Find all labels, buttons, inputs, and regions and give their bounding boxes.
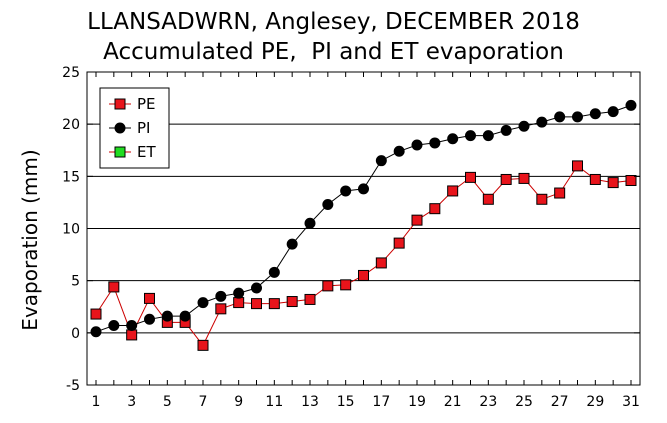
x-tick-label: 27 [551,394,569,410]
point-pi [411,139,423,151]
point-pi [625,99,637,111]
x-tick-label: 3 [127,394,136,410]
point-pe [268,298,280,310]
point-pe [465,171,476,183]
point-pi [322,199,334,211]
point-pi [179,310,191,322]
point-pi [607,106,619,118]
x-tick-label: 21 [444,394,462,410]
point-pi [536,116,548,128]
y-tick-label: 10 [62,222,80,238]
x-tick-label: 9 [234,394,243,410]
point-pi [144,313,155,325]
y-axis-label: Evaporation (mm) [18,149,42,330]
x-tick-label: 1 [92,394,101,410]
chart-subtitle: Accumulated PE, PI and ET evaporation [103,39,564,65]
point-pe [429,203,441,215]
x-tick-label: 17 [372,394,390,410]
point-pi [375,155,387,167]
point-pi [126,320,138,332]
point-pi [215,290,227,302]
y-tick-label: 15 [62,169,80,185]
point-pe [607,177,619,189]
point-pi [90,326,102,338]
point-pe [215,303,227,315]
point-pi [197,297,209,309]
point-pe [554,187,566,199]
series-line-pi [95,104,632,333]
point-pi [233,287,245,299]
y-tick-label: 20 [62,117,80,133]
point-pi [268,266,280,278]
point-pi [518,120,530,132]
point-pe [251,298,262,310]
x-tick-label: 19 [408,394,426,410]
legend-marker-pi [114,122,126,134]
point-pi [500,124,512,136]
point-pi [358,183,369,195]
point-pi [286,238,298,250]
point-pe [375,257,387,269]
legend-label-et: ET [137,143,156,161]
y-tick-label: 5 [71,274,80,290]
legend-marker-et [114,146,126,158]
point-pi [161,310,173,322]
point-pi [589,108,601,120]
point-pe [286,296,298,308]
point-pe [144,292,155,304]
point-pi [554,111,566,123]
legend-marker-pe [114,98,126,110]
point-pe [358,269,369,281]
point-pe [536,193,548,205]
x-tick-label: 7 [199,394,208,410]
point-pe [126,329,138,341]
series-layer [90,99,637,351]
x-tick-label: 11 [265,394,283,410]
point-pi [393,145,405,157]
point-pi [482,130,494,142]
x-tick-label: 31 [622,394,640,410]
point-pe [482,193,494,205]
point-pi [429,137,441,149]
point-pe [304,293,316,305]
chart-title: LLANSADWRN, Anglesey, DECEMBER 2018 [87,9,580,35]
y-tick-label: -5 [66,378,80,394]
point-pe [108,281,120,293]
legend: PE PI ET [99,87,170,169]
y-tick-label: 25 [62,65,80,81]
x-tick-label: 23 [479,394,497,410]
point-pe [589,173,601,185]
legend-label-pi: PI [137,119,150,137]
point-pe [518,172,530,184]
x-tick-label: 13 [301,394,319,410]
point-pe [340,279,352,291]
x-tick-label: 25 [515,394,533,410]
point-pi [447,133,459,145]
grid-layer [87,123,640,334]
point-pe [322,280,334,292]
point-pi [340,185,352,197]
x-tick-label: 5 [163,394,172,410]
point-pi [108,320,120,332]
point-pe [197,339,209,351]
point-pe [411,214,423,226]
point-pe [233,297,245,309]
point-pe [393,237,405,249]
point-pe [447,185,459,197]
y-tick-label: 0 [71,326,80,342]
point-pi [465,130,476,142]
point-pe [90,308,102,320]
point-pi [251,282,262,294]
x-tick-label: 15 [337,394,355,410]
legend-label-pe: PE [137,95,156,113]
point-pi [304,217,316,229]
point-pi [572,111,583,123]
point-pe [500,173,512,185]
point-pe [572,160,583,172]
point-pe [625,175,637,187]
x-tick-label: 29 [586,394,604,410]
